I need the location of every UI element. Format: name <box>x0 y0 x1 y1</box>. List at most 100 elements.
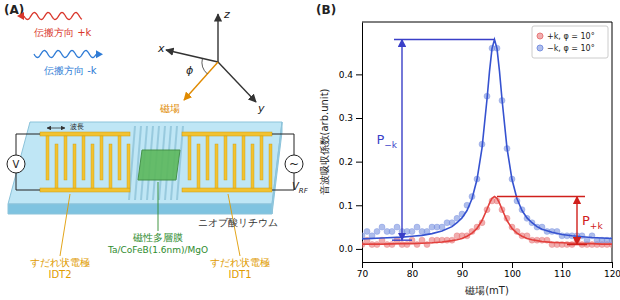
wire <box>16 134 40 155</box>
data-point <box>374 228 380 234</box>
x-tick-mark <box>462 262 463 268</box>
y-tick: 0.0 <box>339 244 362 254</box>
x-tick-mark <box>612 262 613 268</box>
y-tick-label: 0.0 <box>339 244 354 254</box>
finger <box>82 136 85 180</box>
y-tick-label: 0.4 <box>339 70 354 80</box>
panel-a: (A)伝搬方向 +k伝搬方向 -kzxy磁場ϕ波長V~VRFすだれ状電極IDT2… <box>4 3 309 280</box>
finger <box>269 144 272 188</box>
axis-letter: y <box>257 102 265 115</box>
idt1 <box>182 132 272 192</box>
bus-bar <box>40 132 130 136</box>
film-label: 磁性多層膜 <box>132 232 183 243</box>
finger <box>100 136 103 180</box>
annotation-subscript: +k <box>590 221 604 231</box>
y-tick: 0.4 <box>339 70 362 80</box>
substrate-top <box>8 122 282 204</box>
y-tick-label: 0.2 <box>339 157 353 167</box>
finger <box>118 136 121 180</box>
wave-label: 伝搬方向 +k <box>34 27 92 38</box>
legend-marker <box>537 45 543 51</box>
x-axis-line <box>363 262 613 263</box>
x-tick-label: 90 <box>457 269 469 279</box>
annotation-arrow <box>401 39 402 240</box>
phi-label: ϕ <box>186 64 193 77</box>
annotation: P+k <box>497 197 603 245</box>
y-axis-title: 音波吸収係数(arb.unit) <box>319 88 330 195</box>
finger <box>127 144 130 188</box>
data-point <box>362 233 365 239</box>
figure: (A)伝搬方向 +k伝搬方向 -kzxy磁場ϕ波長V~VRFすだれ状電極IDT2… <box>0 0 620 300</box>
leader-line <box>158 182 159 231</box>
magnetic-film <box>138 150 180 180</box>
x-tick-label: 100 <box>504 269 521 279</box>
y-tick: 0.1 <box>339 201 362 211</box>
idt2 <box>40 132 130 192</box>
x-tick-mark <box>412 262 413 268</box>
wave-arrow <box>24 13 82 20</box>
finger <box>260 136 263 180</box>
substrate-front <box>8 204 272 214</box>
wavelength-label: 波長 <box>70 123 84 131</box>
wire <box>272 173 294 190</box>
y-axis-line <box>362 23 363 263</box>
field-label: 磁場 <box>159 103 180 114</box>
y-tick-mark <box>356 205 362 206</box>
x-tick: 120 <box>604 262 620 279</box>
wire <box>272 134 294 155</box>
axis-letter: z <box>223 8 230 21</box>
rf-source <box>285 155 303 173</box>
data-point <box>414 224 420 230</box>
finger <box>64 136 67 180</box>
wave-arrowhead <box>96 50 103 58</box>
x-tick-label: 120 <box>604 269 620 279</box>
finger <box>91 144 94 188</box>
y-tick-label: 0.1 <box>339 201 353 211</box>
legend-label: +k, φ = 10° <box>547 32 595 41</box>
field-arrow <box>184 62 218 100</box>
rf-label: VRF <box>292 181 309 195</box>
annotation-arrow <box>576 197 577 245</box>
wavelength-arrow <box>47 128 65 129</box>
legend-box <box>532 26 608 58</box>
finger <box>197 144 200 188</box>
wave-label: 伝搬方向 -k <box>44 65 97 76</box>
voltmeter <box>7 155 25 173</box>
data-point <box>379 224 385 230</box>
y-tick-mark <box>356 74 362 75</box>
annotation-baseline <box>567 244 587 245</box>
z-axis-arrow <box>217 14 218 62</box>
data-point <box>364 228 370 234</box>
x-tick-label: 80 <box>407 269 419 279</box>
bus-bar <box>40 188 130 192</box>
substrate-label: ニオブ酸リチウム <box>198 217 278 228</box>
idt-label: IDT1 <box>228 269 251 280</box>
rf-symbol: ~ <box>289 157 299 171</box>
data-point <box>419 237 425 243</box>
idt-label: すだれ状電極 <box>210 257 270 268</box>
x-tick: 80 <box>407 262 419 279</box>
plot-marks <box>362 39 612 247</box>
fit-line <box>362 39 612 238</box>
substrate-side <box>272 122 282 214</box>
voltmeter-label: V <box>13 159 20 170</box>
y-tick-mark <box>356 249 362 250</box>
finger <box>251 144 254 188</box>
x-tick-mark <box>562 262 563 268</box>
x-tick: 90 <box>457 262 469 279</box>
plot-frame <box>612 22 613 262</box>
x-axis-arrow <box>166 50 218 62</box>
idt-label: すだれ状電極 <box>30 257 90 268</box>
data-point <box>414 242 420 248</box>
phi-arc <box>202 58 207 74</box>
finger <box>242 136 245 180</box>
y-tick-mark <box>356 118 362 119</box>
finger <box>215 144 218 188</box>
legend-label: −k, φ = 10° <box>547 44 595 53</box>
wave-arrow <box>34 51 96 58</box>
finger <box>233 144 236 188</box>
panel-b: (B)7080901001101200.00.10.20.30.4磁場(mT)音… <box>316 3 620 296</box>
panel-label: (B) <box>316 3 336 17</box>
data-point <box>389 228 395 234</box>
data-point <box>409 228 415 234</box>
